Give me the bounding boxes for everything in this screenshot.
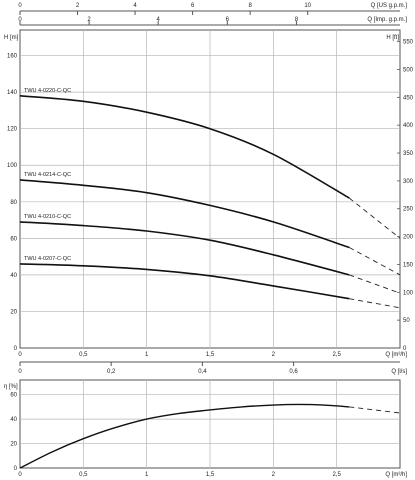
- head-y2-axis-label: H [ft]: [386, 35, 399, 41]
- head-y-tick-label: 60: [10, 236, 17, 242]
- head-grid: [20, 30, 400, 348]
- efficiency-panel: 0 0,5 1 1,5 2 2,5 0 20 40 60 η [%] Q [m³/h]: [4, 379, 407, 478]
- ls-axis-tick-label: 0: [18, 369, 22, 375]
- head-curves: TWU 4-0220-C-QC TWU 4-0214-C-QC TWU 4-0210…: [19, 88, 401, 309]
- efficiency-x-tick-label: 1,5: [206, 472, 215, 478]
- head-x-tick-label: 2,5: [332, 352, 341, 358]
- head-y-tick-label: 40: [10, 273, 17, 279]
- head-curve-extension: [349, 298, 401, 309]
- head-y2-tick-label: 250: [403, 207, 414, 213]
- efficiency-y-tick-label: 40: [10, 417, 17, 423]
- head-x-tick-label: 1: [145, 352, 149, 358]
- imp-gpm-axis-tick-label: 0: [18, 17, 22, 23]
- head-y2-tick-label: 350: [403, 151, 414, 157]
- head-y-tick-label: 120: [7, 127, 18, 133]
- head-y2-tick-label: 300: [403, 179, 414, 185]
- efficiency-x-tick-label: 2,5: [332, 472, 341, 478]
- efficiency-x-axis-label: Q [m³/h]: [385, 472, 407, 478]
- us-gpm-axis-tick-label: 2: [76, 3, 80, 9]
- head-y-tick-label: 160: [7, 54, 18, 60]
- imp-gpm-axis-label: Q [Imp. g.p.m.]: [367, 17, 407, 23]
- ls-axis-tick-label: 0,4: [198, 369, 207, 375]
- efficiency-x-tick-label: 0,5: [79, 472, 88, 478]
- series-label: TWU 4-0220-C-QC: [24, 88, 71, 94]
- us-gpm-axis-tick-label: 4: [133, 3, 137, 9]
- head-x-tick-label: 1,5: [206, 352, 215, 358]
- efficiency-y-tick-label: 0: [14, 466, 18, 472]
- imp-gpm-axis-tick-label: 4: [157, 17, 161, 23]
- head-curve-extension: [349, 274, 401, 294]
- ls-axis-tick-label: 0,6: [289, 369, 298, 375]
- head-curve-extension: [349, 197, 401, 239]
- head-y2-tick-label: 450: [403, 95, 414, 101]
- efficiency-x-tick-label: 1: [145, 472, 149, 478]
- head-y2-tick-label: 150: [403, 262, 414, 268]
- efficiency-y-axis-label: η [%]: [4, 384, 18, 390]
- efficiency-y-tick-label: 20: [10, 442, 17, 448]
- head-y2-tick-label: 100: [403, 290, 414, 296]
- head-curve: [19, 221, 350, 276]
- head-y2-tick-label: 0: [403, 346, 407, 352]
- head-y2-tick-label: 50: [403, 318, 410, 324]
- head-curve: [19, 179, 350, 249]
- efficiency-x-tick-label: 2: [272, 472, 276, 478]
- efficiency-curves: [19, 403, 401, 469]
- head-x-axis-label: Q [m³/h]: [385, 352, 407, 358]
- imp-gpm-axis-tick-label: 6: [226, 17, 230, 23]
- head-y2-tick-label: 200: [403, 235, 414, 241]
- head-y2-tick-label: 400: [403, 123, 414, 129]
- us-gpm-axis-tick-label: 6: [191, 3, 195, 9]
- head-y-tick-label: 80: [10, 200, 17, 206]
- head-axis-ticks: 0 0,5 1 1,5 2 2,5 0 20 40 60 80 100 120 140 160 0 50 100 1…: [7, 40, 414, 375]
- head-y2-tick-label: 550: [403, 40, 414, 46]
- us-gpm-axis-tick-label: 10: [304, 3, 311, 9]
- series-label: TWU 4-0210-C-QC: [24, 214, 71, 220]
- head-x-tick-label: 2: [272, 352, 276, 358]
- head-y-axis-label: H [m]: [4, 35, 19, 41]
- head-y-tick-label: 20: [10, 309, 17, 315]
- efficiency-curve-extension: [349, 406, 401, 414]
- head-y2-tick-label: 500: [403, 67, 414, 73]
- top-flow-axes: 0 2 4 6 8 10 Q [US g.p.m.] 0 2 4 6 8 Q [Imp. g.p.m.]: [18, 3, 408, 26]
- series-label: TWU 4-0207-C-QC: [24, 256, 71, 262]
- head-curve: [19, 95, 350, 199]
- head-curve-extension: [349, 247, 401, 276]
- head-y-tick-label: 100: [7, 163, 18, 169]
- efficiency-x-tick-label: 0: [18, 472, 22, 478]
- head-y-tick-label: 140: [7, 90, 18, 96]
- head-curve: [19, 263, 350, 300]
- us-gpm-axis-tick-label: 0: [18, 3, 22, 9]
- series-label: TWU 4-0214-C-QC: [24, 172, 71, 178]
- us-gpm-axis-label: Q [US g.p.m.]: [371, 3, 408, 9]
- efficiency-curve: [19, 403, 350, 469]
- head-x-tick-label: 0: [18, 352, 22, 358]
- efficiency-y-tick-label: 60: [10, 393, 17, 399]
- ls-axis-tick-label: 0,2: [107, 369, 116, 375]
- efficiency-grid: [20, 380, 400, 468]
- us-gpm-axis-tick-label: 8: [248, 3, 252, 9]
- imp-gpm-axis-tick-label: 8: [295, 17, 299, 23]
- head-y-tick-label: 0: [14, 346, 18, 352]
- imp-gpm-axis-tick-label: 2: [87, 17, 91, 23]
- ls-axis-label: Q [l/s]: [391, 369, 407, 375]
- head-curves-panel: 0 0,5 1 1,5 2 2,5 0 20 40 60 80 100 120 140 160 0 50 100 1…: [4, 29, 414, 375]
- head-x-tick-label: 0,5: [79, 352, 88, 358]
- efficiency-axis-ticks: 0 0,5 1 1,5 2 2,5 0 20 40 60: [10, 393, 341, 478]
